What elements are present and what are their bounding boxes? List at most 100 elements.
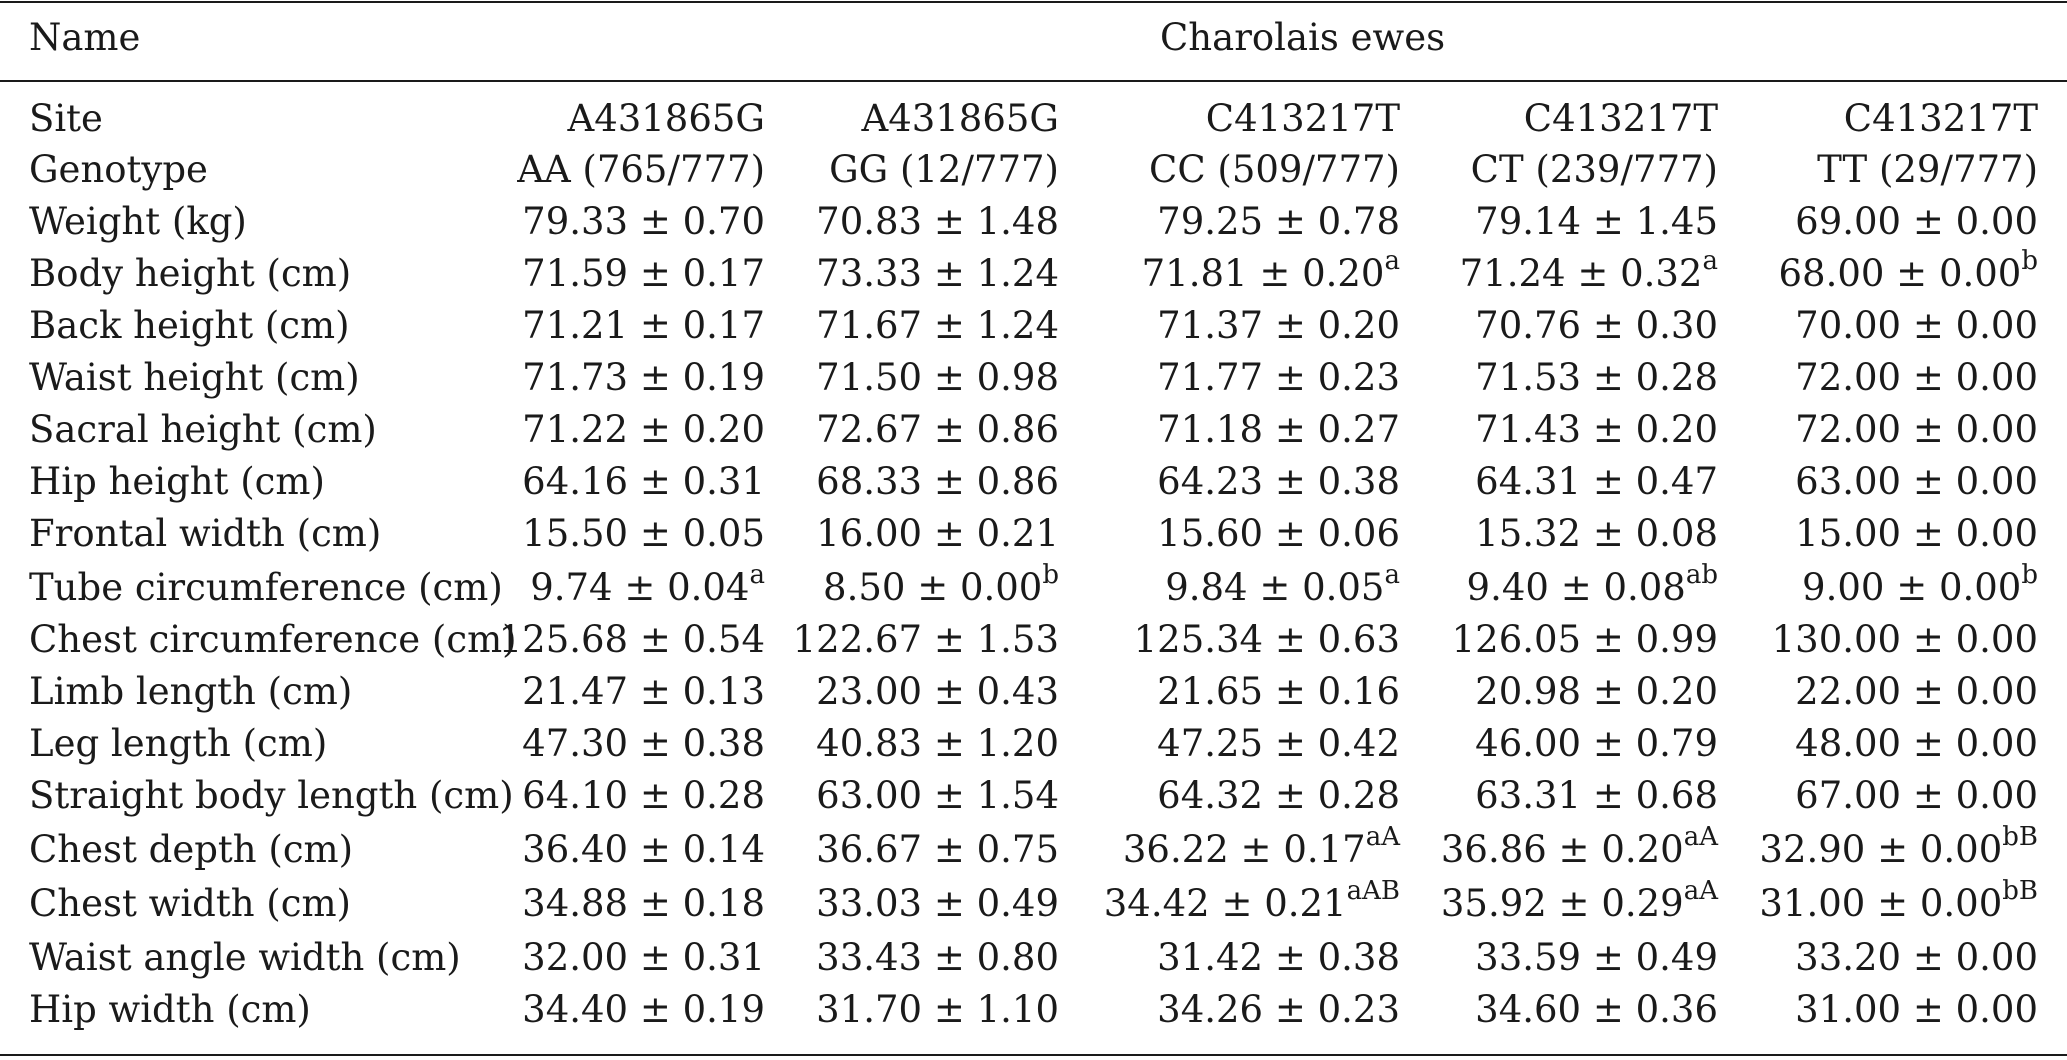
cell-value: 31.00 ± 0.00 (1795, 988, 2038, 1031)
cell-value: CT (239/777) (1470, 148, 1718, 191)
significance-superscript: a (749, 559, 765, 590)
table-cell: 69.00 ± 0.00 (1795, 196, 2038, 248)
table-row: Chest circumference (cm) 125.68 ± 0.54 122… (0, 614, 2067, 666)
row-label: Hip width (cm) (29, 988, 311, 1031)
table-cell: 9.40 ± 0.08ab (1467, 562, 1718, 614)
cell-value: 64.23 ± 0.38 (1157, 460, 1400, 503)
cell-value: AA (765/777) (517, 148, 765, 191)
header-name-label: Name (29, 16, 141, 59)
table-cell: 22.00 ± 0.00 (1795, 666, 2038, 718)
table-cell: A431865G (567, 93, 765, 145)
table-cell: 34.42 ± 0.21aAB (1104, 878, 1400, 930)
table-cell: 71.77 ± 0.23 (1157, 352, 1400, 404)
table-cell: 15.00 ± 0.00 (1795, 508, 2038, 560)
row-label: Chest circumference (cm) (29, 618, 517, 661)
table-cell: 122.67 ± 1.53 (793, 614, 1059, 666)
table-row: Waist angle width (cm) 32.00 ± 0.31 33.43 … (0, 932, 2067, 984)
cell-value: 125.68 ± 0.54 (498, 618, 765, 661)
row-label: Body height (cm) (29, 252, 352, 295)
cell-value: 21.47 ± 0.13 (522, 670, 765, 713)
cell-value: 79.14 ± 1.45 (1475, 200, 1718, 243)
table-cell: 36.67 ± 0.75 (816, 824, 1059, 876)
cell-value: 71.53 ± 0.28 (1475, 356, 1718, 399)
table-cell: 48.00 ± 0.00 (1795, 718, 2038, 770)
cell-value: 33.20 ± 0.00 (1795, 936, 2038, 979)
table-cell: 126.05 ± 0.99 (1452, 614, 1718, 666)
table-cell: 34.60 ± 0.36 (1475, 984, 1718, 1036)
table-cell: 71.50 ± 0.98 (816, 352, 1059, 404)
table-cell: 64.10 ± 0.28 (522, 770, 765, 822)
table-cell: 71.67 ± 1.24 (816, 300, 1059, 352)
cell-value: 64.10 ± 0.28 (522, 774, 765, 817)
row-label: Leg length (cm) (29, 722, 328, 765)
table-cell: 71.18 ± 0.27 (1157, 404, 1400, 456)
table-cell: 63.00 ± 0.00 (1795, 456, 2038, 508)
table-row: Hip width (cm) 34.40 ± 0.19 31.70 ± 1.10 34… (0, 984, 2067, 1036)
table-cell: 9.74 ± 0.04a (530, 562, 765, 614)
significance-superscript: bB (2002, 875, 2038, 906)
table-cell: 71.53 ± 0.28 (1475, 352, 1718, 404)
cell-value: 47.30 ± 0.38 (522, 722, 765, 765)
row-label: Chest width (cm) (29, 882, 351, 925)
table-cell: 64.32 ± 0.28 (1157, 770, 1400, 822)
row-label: Back height (cm) (29, 304, 350, 347)
cell-value: C413217T (1523, 97, 1718, 140)
table-cell: 47.30 ± 0.38 (522, 718, 765, 770)
row-label: Chest depth (cm) (29, 828, 354, 871)
cell-value: 36.67 ± 0.75 (816, 828, 1059, 871)
cell-value: 71.24 ± 0.32 (1459, 252, 1703, 295)
table-cell: 46.00 ± 0.79 (1475, 718, 1718, 770)
cell-value: 69.00 ± 0.00 (1795, 200, 2038, 243)
table-cell: 36.86 ± 0.20aA (1441, 824, 1718, 876)
cell-value: 71.43 ± 0.20 (1475, 408, 1718, 451)
table-cell: 33.43 ± 0.80 (816, 932, 1059, 984)
table-cell: CT (239/777) (1471, 144, 1718, 196)
table-cell: 67.00 ± 0.00 (1795, 770, 2038, 822)
cell-value: 130.00 ± 0.00 (1771, 618, 2038, 661)
table-cell: 34.26 ± 0.23 (1157, 984, 1400, 1036)
cell-value: 34.40 ± 0.19 (522, 988, 765, 1031)
significance-superscript: aA (1683, 875, 1718, 906)
table-cell: 63.00 ± 1.54 (816, 770, 1059, 822)
row-label: Sacral height (cm) (29, 408, 377, 451)
cell-value: 9.00 ± 0.00 (1802, 566, 2022, 609)
cell-value: 72.67 ± 0.86 (816, 408, 1059, 451)
table-row: Back height (cm) 71.21 ± 0.17 71.67 ± 1.24… (0, 300, 2067, 352)
cell-value: 15.50 ± 0.05 (522, 512, 765, 555)
cell-value: 34.26 ± 0.23 (1157, 988, 1400, 1031)
cell-value: 21.65 ± 0.16 (1157, 670, 1400, 713)
significance-superscript: aA (1365, 821, 1400, 852)
cell-value: 33.03 ± 0.49 (816, 882, 1059, 925)
table-row: Genotype AA (765/777) GG (12/777) CC (509/7… (0, 144, 2067, 196)
table-row: Body height (cm) 71.59 ± 0.17 73.33 ± 1.24… (0, 248, 2067, 300)
cell-value: 48.00 ± 0.00 (1795, 722, 2038, 765)
cell-value: 64.16 ± 0.31 (522, 460, 765, 503)
cell-value: 71.22 ± 0.20 (522, 408, 765, 451)
cell-value: 71.50 ± 0.98 (816, 356, 1059, 399)
table-cell: 63.31 ± 0.68 (1475, 770, 1718, 822)
table-row: Hip height (cm) 64.16 ± 0.31 68.33 ± 0.86 6… (0, 456, 2067, 508)
cell-value: 36.40 ± 0.14 (522, 828, 765, 871)
table-cell: 72.00 ± 0.00 (1795, 352, 2038, 404)
table-cell: 68.00 ± 0.00b (1779, 248, 2039, 300)
cell-value: 126.05 ± 0.99 (1451, 618, 1718, 661)
cell-value: 63.31 ± 0.68 (1475, 774, 1718, 817)
table-cell: 8.50 ± 0.00b (823, 562, 1059, 614)
significance-superscript: b (2021, 245, 2038, 276)
table-cell: 33.20 ± 0.00 (1795, 932, 2038, 984)
table-cell: 36.22 ± 0.17aA (1123, 824, 1400, 876)
table-cell: 31.00 ± 0.00 (1795, 984, 2038, 1036)
significance-superscript: a (1384, 245, 1400, 276)
cell-value: 36.22 ± 0.17 (1122, 828, 1366, 871)
cell-value: 71.59 ± 0.17 (522, 252, 765, 295)
table-row: Straight body length (cm) 64.10 ± 0.28 63.… (0, 770, 2067, 822)
cell-value: 73.33 ± 1.24 (816, 252, 1059, 295)
cell-value: 40.83 ± 1.20 (816, 722, 1059, 765)
table-cell: 71.24 ± 0.32a (1460, 248, 1718, 300)
cell-value: 47.25 ± 0.42 (1157, 722, 1400, 765)
cell-value: 71.37 ± 0.20 (1157, 304, 1400, 347)
table-cell: 71.43 ± 0.20 (1475, 404, 1718, 456)
cell-value: 63.00 ± 1.54 (816, 774, 1059, 817)
cell-value: 34.42 ± 0.21 (1103, 882, 1347, 925)
row-label: Limb length (cm) (29, 670, 353, 713)
